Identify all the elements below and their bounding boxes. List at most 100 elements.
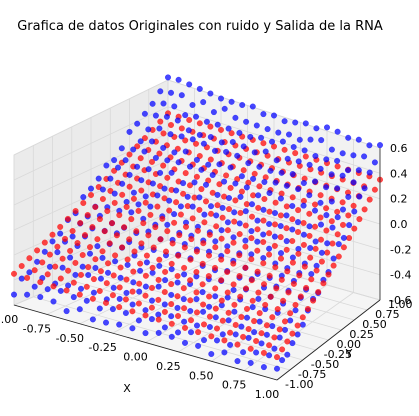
data-point-original bbox=[334, 157, 341, 164]
data-point-rna bbox=[194, 227, 201, 234]
data-point-original bbox=[277, 195, 284, 202]
data-point-rna bbox=[242, 243, 249, 250]
data-point-rna bbox=[351, 225, 358, 232]
x-tick-label: -1.00 bbox=[0, 313, 18, 326]
data-point-rna bbox=[72, 208, 79, 214]
data-point-original bbox=[212, 293, 219, 300]
data-point-rna bbox=[18, 263, 25, 269]
data-point-rna bbox=[72, 259, 79, 266]
data-point-rna bbox=[103, 280, 110, 287]
data-point-original bbox=[157, 88, 164, 95]
data-point-rna bbox=[50, 283, 57, 290]
data-point-rna bbox=[145, 232, 152, 239]
data-point-original bbox=[72, 271, 79, 278]
data-point-rna bbox=[195, 329, 202, 336]
data-point-original bbox=[70, 294, 77, 301]
chart-title: Grafica de datos Originales con ruido y … bbox=[17, 19, 383, 34]
data-point-original bbox=[239, 102, 246, 108]
data-point-original bbox=[330, 255, 337, 262]
data-point-rna bbox=[69, 228, 76, 234]
data-point-original bbox=[258, 340, 265, 347]
data-point-original bbox=[24, 291, 31, 298]
y-tick-label: 1.00 bbox=[388, 298, 413, 311]
data-point-rna bbox=[297, 293, 304, 300]
data-point-original bbox=[187, 308, 194, 314]
data-point-original bbox=[54, 249, 61, 256]
data-point-rna bbox=[161, 289, 168, 295]
data-point-original bbox=[177, 203, 184, 210]
data-point-rna bbox=[142, 199, 149, 206]
data-point-rna bbox=[110, 272, 117, 279]
data-point-rna bbox=[251, 170, 258, 177]
data-point-original bbox=[236, 220, 243, 227]
data-point-rna bbox=[138, 187, 145, 194]
data-point-original bbox=[292, 307, 299, 314]
data-point-original bbox=[250, 175, 257, 182]
grid-line bbox=[13, 106, 169, 181]
data-point-original bbox=[221, 349, 228, 356]
data-point-original bbox=[218, 139, 225, 146]
data-point-rna bbox=[277, 212, 284, 219]
data-point-rna bbox=[267, 293, 274, 300]
data-point-original bbox=[279, 138, 286, 145]
data-point-rna bbox=[236, 231, 243, 238]
data-point-rna bbox=[187, 277, 194, 284]
data-point-original bbox=[245, 334, 252, 341]
data-point-rna bbox=[242, 264, 249, 271]
data-point-original bbox=[312, 207, 318, 214]
data-point-original bbox=[224, 294, 231, 301]
data-point-original bbox=[130, 146, 137, 153]
data-point-original bbox=[329, 224, 336, 231]
data-point-rna bbox=[224, 289, 231, 296]
data-point-original bbox=[256, 163, 263, 170]
data-point-rna bbox=[272, 199, 279, 206]
data-point-rna bbox=[168, 281, 175, 288]
data-point-rna bbox=[247, 345, 254, 352]
y-tick-label: 0.75 bbox=[375, 308, 400, 321]
x-axis-label: X bbox=[123, 382, 131, 395]
y-tick-label: -1.00 bbox=[285, 378, 313, 391]
data-point-rna bbox=[228, 130, 235, 137]
data-point-rna bbox=[206, 293, 213, 300]
data-point-original bbox=[234, 358, 241, 365]
data-point-rna bbox=[232, 321, 239, 328]
data-point-rna bbox=[218, 256, 225, 263]
data-point-original bbox=[295, 158, 302, 165]
data-point-original bbox=[221, 178, 228, 185]
data-point-rna bbox=[330, 262, 337, 269]
data-point-original bbox=[182, 112, 189, 119]
data-point-rna bbox=[334, 163, 341, 170]
data-point-original bbox=[231, 209, 238, 216]
data-point-rna bbox=[294, 322, 301, 329]
data-point-original bbox=[300, 202, 307, 209]
data-point-original bbox=[260, 111, 267, 118]
data-point-original bbox=[308, 271, 315, 277]
data-point-original bbox=[149, 180, 156, 187]
data-point-rna bbox=[295, 250, 302, 257]
data-point-rna bbox=[274, 306, 281, 313]
data-point-rna bbox=[182, 324, 188, 331]
data-point-rna bbox=[180, 285, 187, 292]
data-point-original bbox=[134, 163, 141, 170]
data-point-original bbox=[80, 194, 87, 201]
data-point-original bbox=[168, 291, 175, 298]
data-point-original bbox=[273, 157, 280, 164]
data-point-rna bbox=[254, 226, 261, 233]
data-point-rna bbox=[234, 341, 241, 348]
grid-line bbox=[167, 239, 381, 301]
data-point-original bbox=[94, 243, 101, 250]
data-point-original bbox=[251, 329, 258, 336]
data-point-rna bbox=[218, 235, 225, 242]
data-point-original bbox=[67, 254, 74, 261]
data-point-original bbox=[214, 337, 220, 344]
data-point-rna bbox=[147, 211, 154, 218]
data-point-original bbox=[174, 304, 181, 311]
data-point-original bbox=[130, 189, 137, 196]
data-point-rna bbox=[262, 301, 269, 308]
data-point-original bbox=[346, 222, 353, 229]
data-point-original bbox=[237, 193, 244, 200]
data-point-rna bbox=[238, 314, 245, 320]
data-point-rna bbox=[133, 228, 140, 235]
data-point-original bbox=[200, 140, 207, 147]
